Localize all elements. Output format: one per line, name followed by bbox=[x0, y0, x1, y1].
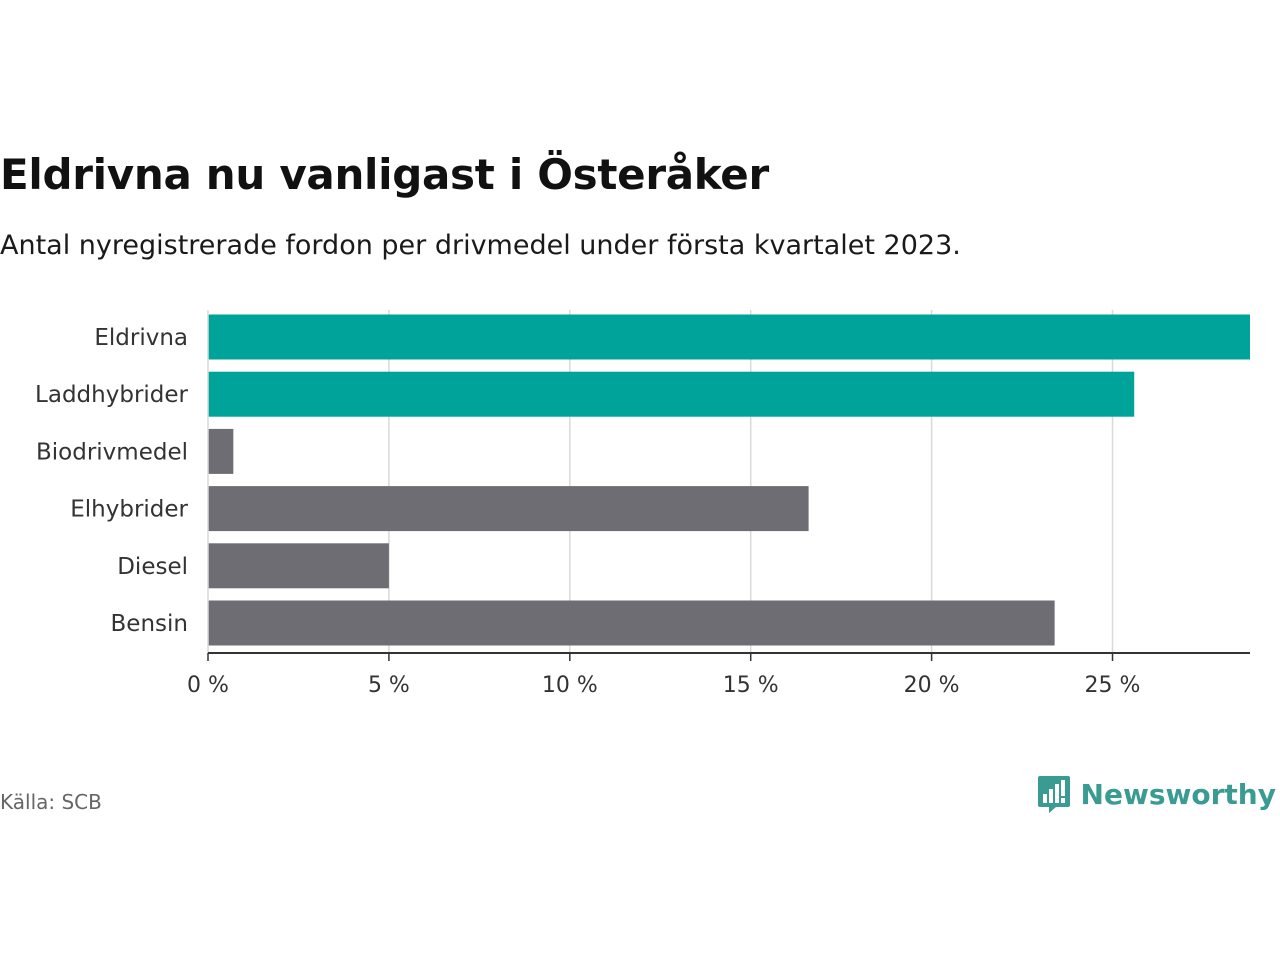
chart-subtitle: Antal nyregistrerade fordon per drivmede… bbox=[0, 230, 961, 261]
bar bbox=[208, 314, 1250, 360]
bar-chart: Eldrivna Laddhybrider Biodrivmedel Elhybrid… bbox=[35, 310, 1250, 698]
source-note: Källa: SCB bbox=[0, 790, 102, 814]
x-tick-label: 0 % bbox=[187, 673, 229, 698]
category-label: Laddhybrider bbox=[35, 382, 188, 408]
grid-lines bbox=[388, 310, 1114, 653]
bar bbox=[208, 543, 389, 589]
x-tick-label: 15 % bbox=[723, 673, 779, 698]
x-tick-label: 25 % bbox=[1085, 673, 1141, 698]
category-label: Biodrivmedel bbox=[36, 439, 188, 465]
bar bbox=[208, 371, 1135, 417]
bar bbox=[208, 428, 234, 474]
category-labels: Eldrivna Laddhybrider Biodrivmedel Elhybrid… bbox=[35, 325, 188, 637]
bar bbox=[208, 600, 1055, 646]
bars bbox=[208, 314, 1250, 646]
category-label: Bensin bbox=[111, 611, 188, 637]
x-axis: 0 % 5 % 10 % 15 % 20 % 25 % bbox=[187, 310, 1250, 698]
x-tick-label: 5 % bbox=[368, 673, 410, 698]
category-label: Diesel bbox=[117, 554, 188, 580]
x-tick-label: 20 % bbox=[904, 673, 960, 698]
chart-title: Eldrivna nu vanligast i Österåker bbox=[0, 150, 769, 199]
newsworthy-logo[interactable]: Newsworthy bbox=[1037, 774, 1276, 814]
bar bbox=[208, 486, 809, 532]
x-tick-label: 10 % bbox=[542, 673, 598, 698]
brand-name: Newsworthy bbox=[1080, 777, 1276, 811]
category-label: Eldrivna bbox=[94, 325, 188, 351]
newsworthy-chart-icon bbox=[1037, 776, 1070, 813]
category-label: Elhybrider bbox=[70, 497, 188, 523]
